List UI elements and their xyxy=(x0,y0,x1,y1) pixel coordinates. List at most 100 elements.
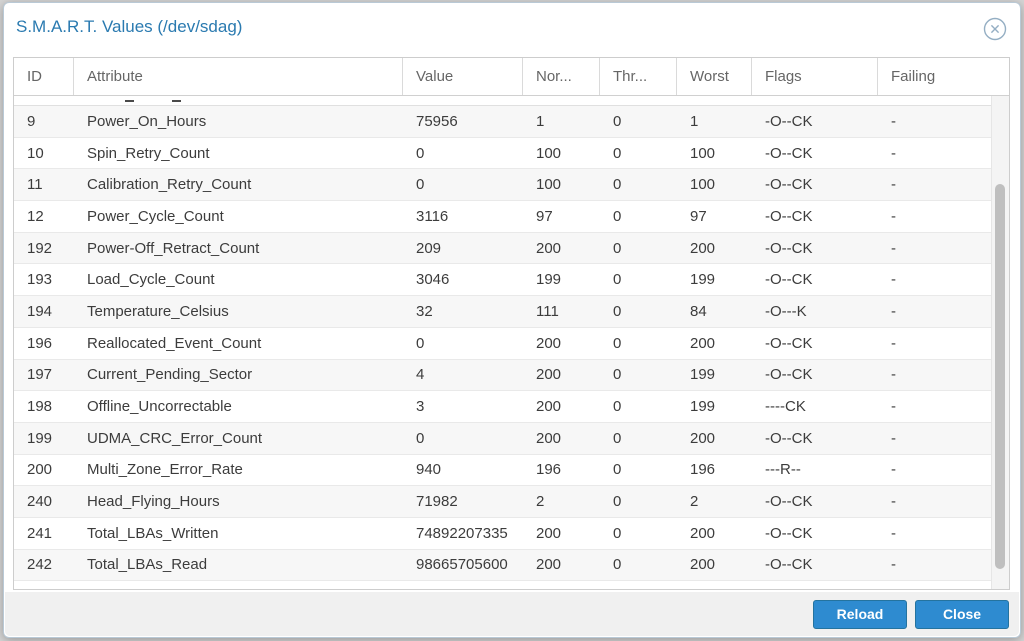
cell-threshold: 0 xyxy=(613,207,622,225)
column-header-id[interactable]: ID xyxy=(14,58,74,95)
table-row[interactable]: 11 Calibration_Retry_Count 0 100 0 100 -… xyxy=(14,169,991,202)
cell-id: 11 xyxy=(27,176,43,194)
cell-id: 192 xyxy=(27,239,53,257)
cell-flags: -O--CK xyxy=(765,207,813,225)
cell-failing: - xyxy=(891,207,896,225)
cell-flags: -O---K xyxy=(765,302,807,320)
cell-flags: -O--CK xyxy=(765,493,813,511)
cell-attribute: Power-Off_Retract_Count xyxy=(87,239,260,257)
cell-worst: 200 xyxy=(690,556,716,574)
cell-id: 198 xyxy=(27,398,53,416)
table-row[interactable]: 200 Multi_Zone_Error_Rate 940 196 0 196 … xyxy=(14,454,991,487)
cell-normalized: 200 xyxy=(536,239,562,257)
column-header-normalized[interactable]: Nor... xyxy=(523,58,600,95)
cell-value: 71982 xyxy=(416,493,458,511)
cell-id: 10 xyxy=(27,144,44,162)
cell-threshold: 0 xyxy=(613,556,622,574)
table-row[interactable]: 197 Current_Pending_Sector 4 200 0 199 -… xyxy=(14,359,991,392)
table-row[interactable]: 192 Power-Off_Retract_Count 209 200 0 20… xyxy=(14,232,991,265)
table-row[interactable]: 240 Head_Flying_Hours 71982 2 0 2 -O--CK… xyxy=(14,486,991,518)
vertical-scrollbar-track[interactable] xyxy=(991,96,1009,589)
rows-container: 9 Power_On_Hours 75956 1 0 1 -O--CK - 10… xyxy=(14,96,991,582)
cell-normalized: 200 xyxy=(536,398,562,416)
cell-attribute: Spin_Retry_Count xyxy=(87,144,210,162)
close-icon[interactable] xyxy=(982,16,1008,42)
cell-value: 0 xyxy=(416,176,425,194)
cell-flags: -O--CK xyxy=(765,556,813,574)
table-row[interactable]: 193 Load_Cycle_Count 3046 199 0 199 -O--… xyxy=(14,264,991,297)
table-row[interactable]: 242 Total_LBAs_Read 98665705600 200 0 20… xyxy=(14,549,991,582)
column-header-flags[interactable]: Flags xyxy=(752,58,878,95)
cell-id: 194 xyxy=(27,302,53,320)
cell-failing: - xyxy=(891,493,896,511)
cell-worst: 199 xyxy=(690,271,716,289)
cell-attribute: Temperature_Celsius xyxy=(87,302,229,320)
cell-id: 193 xyxy=(27,271,53,289)
cell-failing: - xyxy=(891,176,896,194)
column-header-threshold[interactable]: Thr... xyxy=(600,58,677,95)
table-row[interactable]: 12 Power_Cycle_Count 3116 97 0 97 -O--CK… xyxy=(14,201,991,233)
clipped-top-row[interactable] xyxy=(14,96,991,106)
cell-attribute: Power_Cycle_Count xyxy=(87,207,224,225)
cell-value: 3 xyxy=(416,398,425,416)
column-header-worst[interactable]: Worst xyxy=(677,58,752,95)
cell-flags: -O--CK xyxy=(765,112,813,130)
cell-flags: -O--CK xyxy=(765,144,813,162)
column-header-value[interactable]: Value xyxy=(403,58,523,95)
smart-values-dialog: S.M.A.R.T. Values (/dev/sdag) ID Attribu… xyxy=(3,2,1021,638)
cell-normalized: 199 xyxy=(536,271,562,289)
cell-id: 242 xyxy=(27,556,53,574)
table-row[interactable]: 241 Total_LBAs_Written 74892207335 200 0… xyxy=(14,517,991,550)
reload-button[interactable]: Reload xyxy=(813,599,907,629)
cell-normalized: 97 xyxy=(536,207,553,225)
cell-normalized: 100 xyxy=(536,176,562,194)
cell-worst: 97 xyxy=(690,207,707,225)
column-header-attribute[interactable]: Attribute xyxy=(74,58,403,95)
cell-attribute: UDMA_CRC_Error_Count xyxy=(87,429,263,447)
cell-failing: - xyxy=(891,366,896,384)
cell-value: 3046 xyxy=(416,271,450,289)
dialog-footer: Reload Close xyxy=(5,592,1019,636)
cell-flags: -O--CK xyxy=(765,429,813,447)
dialog-header: S.M.A.R.T. Values (/dev/sdag) xyxy=(4,3,1020,55)
cell-attribute: Reallocated_Event_Count xyxy=(87,334,262,352)
cell-failing: - xyxy=(891,239,896,257)
cell-worst: 199 xyxy=(690,366,716,384)
cell-threshold: 0 xyxy=(613,271,622,289)
cell-worst: 1 xyxy=(690,112,699,130)
cell-flags: -O--CK xyxy=(765,176,813,194)
cell-worst: 2 xyxy=(690,493,699,511)
cell-normalized: 200 xyxy=(536,429,562,447)
cell-id: 196 xyxy=(27,334,53,352)
table-row[interactable]: 198 Offline_Uncorrectable 3 200 0 199 --… xyxy=(14,391,991,423)
cell-attribute: Power_On_Hours xyxy=(87,112,207,130)
table-row[interactable]: 9 Power_On_Hours 75956 1 0 1 -O--CK - xyxy=(14,106,991,138)
table-row[interactable]: 10 Spin_Retry_Count 0 100 0 100 -O--CK - xyxy=(14,137,991,170)
cell-worst: 100 xyxy=(690,176,716,194)
cell-normalized: 200 xyxy=(536,366,562,384)
cell-normalized: 196 xyxy=(536,461,562,479)
cell-attribute: Multi_Zone_Error_Rate xyxy=(87,461,243,479)
cell-threshold: 0 xyxy=(613,366,622,384)
cell-flags: -O--CK xyxy=(765,271,813,289)
cell-failing: - xyxy=(891,271,896,289)
close-button[interactable]: Close xyxy=(915,599,1009,629)
grid-header-row: ID Attribute Value Nor... Thr... Worst F… xyxy=(14,58,1009,96)
cell-failing: - xyxy=(891,556,896,574)
cell-value: 32 xyxy=(416,302,433,320)
cell-flags: ---R-- xyxy=(765,461,801,479)
cell-flags: ----CK xyxy=(765,398,806,416)
cell-worst: 84 xyxy=(690,302,707,320)
cell-failing: - xyxy=(891,398,896,416)
cell-threshold: 0 xyxy=(613,112,622,130)
table-row[interactable]: 199 UDMA_CRC_Error_Count 0 200 0 200 -O-… xyxy=(14,422,991,455)
cell-value: 3116 xyxy=(416,207,449,225)
cell-value: 75956 xyxy=(416,112,458,130)
column-header-failing[interactable]: Failing xyxy=(891,68,936,85)
cell-flags: -O--CK xyxy=(765,334,813,352)
vertical-scrollbar-thumb[interactable] xyxy=(995,184,1005,569)
table-row[interactable]: 196 Reallocated_Event_Count 0 200 0 200 … xyxy=(14,327,991,360)
cell-id: 200 xyxy=(27,461,53,479)
table-row[interactable]: 194 Temperature_Celsius 32 111 0 84 -O--… xyxy=(14,296,991,328)
cell-id: 241 xyxy=(27,524,53,542)
